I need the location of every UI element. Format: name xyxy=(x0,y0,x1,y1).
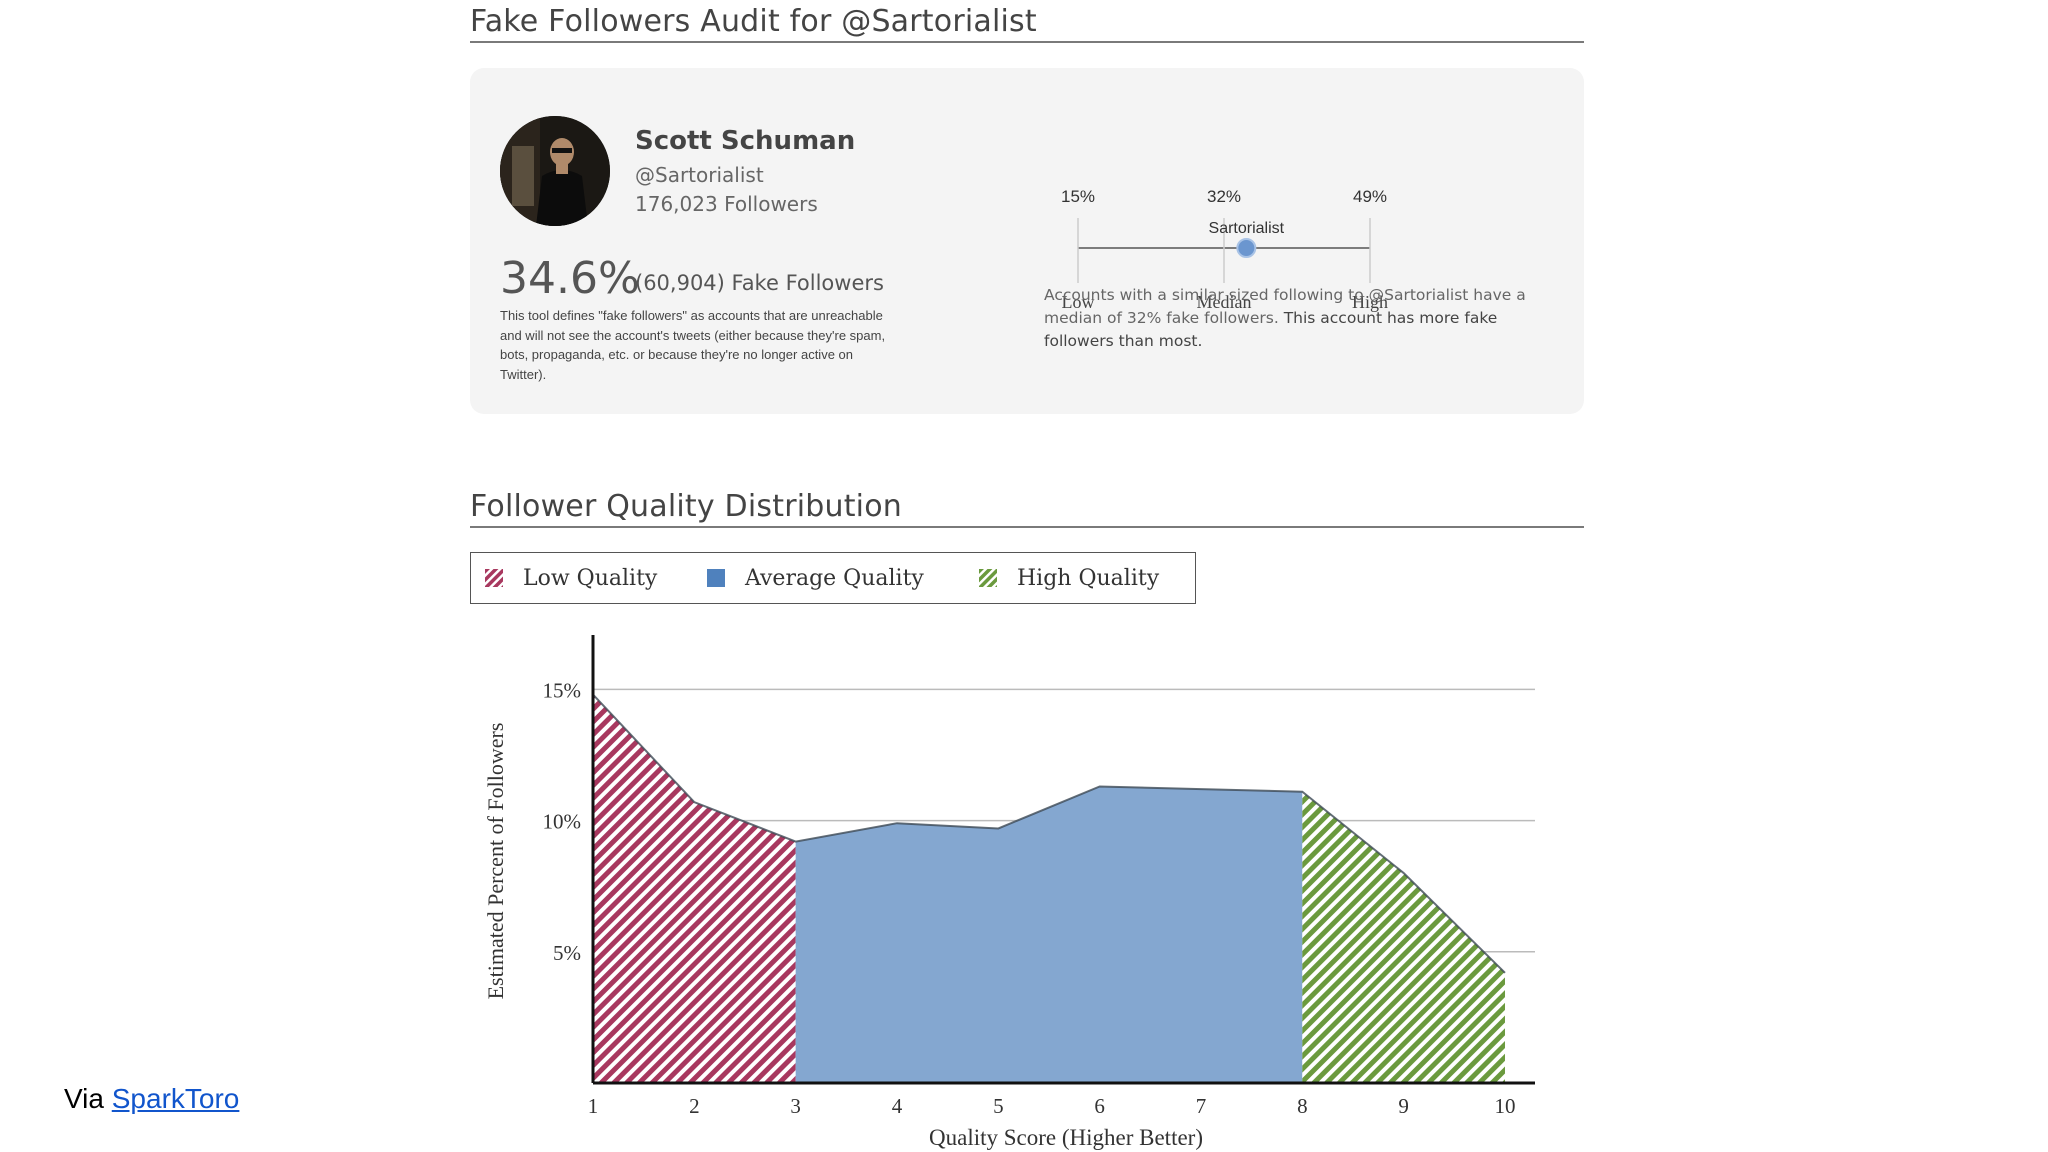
scale-marker-label: Sartorialist xyxy=(1209,220,1285,237)
legend-average-label: Average Quality xyxy=(745,565,924,591)
avatar xyxy=(500,116,610,226)
y-tick-label-15: 15% xyxy=(543,678,582,702)
median-note: Accounts with a similar sized following … xyxy=(1044,284,1544,353)
x-tick-label-2: 2 xyxy=(689,1094,700,1118)
scale-median-percent: 32% xyxy=(1207,187,1241,206)
x-tick-label-3: 3 xyxy=(790,1094,801,1118)
fake-followers-definition: This tool defines "fake followers" as ac… xyxy=(500,308,886,382)
area-high-quality xyxy=(1302,791,1505,1083)
account-name: Scott Schuman xyxy=(635,126,856,156)
chart-legend: Low Quality Average Quality High Quality xyxy=(470,552,1196,604)
legend-low-label: Low Quality xyxy=(523,565,658,591)
avatar-photo-icon xyxy=(500,116,610,226)
scale-high-label: High xyxy=(1352,292,1388,312)
x-tick-label-5: 5 xyxy=(993,1094,1004,1118)
fake-followers-percent: 34.6% xyxy=(500,253,640,304)
legend-average-quality: Average Quality xyxy=(707,553,924,603)
y-tick-label-10: 10% xyxy=(543,810,582,834)
scale-low-label: Low xyxy=(1062,292,1095,312)
account-handle: @Sartorialist xyxy=(635,163,764,187)
sparktoro-link[interactable]: SparkToro xyxy=(111,1083,240,1114)
x-tick-label-7: 7 xyxy=(1196,1094,1207,1118)
scale-marker-dot xyxy=(1236,238,1257,258)
legend-high-quality: High Quality xyxy=(979,553,1159,603)
audit-card: Scott Schuman @Sartorialist 176,023 Foll… xyxy=(470,68,1584,414)
x-axis-title: Quality Score (Higher Better) xyxy=(929,1125,1203,1150)
y-axis-title: Estimated Percent of Followers xyxy=(483,723,508,1000)
scale-low-percent: 15% xyxy=(1061,187,1095,206)
legend-low-swatch-icon xyxy=(485,569,503,587)
audit-title-rule xyxy=(470,41,1584,43)
area-low-quality xyxy=(593,694,796,1083)
legend-high-label: High Quality xyxy=(1017,565,1160,591)
area-average-quality xyxy=(795,786,1303,1083)
quality-distribution-chart: 15% 10% 5% 1 2 3 4 5 6 7 8 9 10 Quality Score (Higher… xyxy=(483,635,1535,1150)
legend-low-quality: Low Quality xyxy=(485,553,657,603)
x-tick-label-9: 9 xyxy=(1398,1094,1409,1118)
follower-count: 176,023 Followers xyxy=(635,192,818,216)
via-label: Via xyxy=(64,1083,104,1114)
x-tick-label-1: 1 xyxy=(588,1094,599,1118)
x-tick-label-10: 10 xyxy=(1495,1094,1516,1118)
legend-average-swatch-icon xyxy=(707,569,725,587)
distribution-title: Follower Quality Distribution xyxy=(470,489,902,524)
x-tick-label-8: 8 xyxy=(1297,1094,1308,1118)
legend-high-swatch-icon xyxy=(979,569,997,587)
x-tick-label-6: 6 xyxy=(1094,1094,1105,1118)
median-note-emphasis: This account has more fake followers tha… xyxy=(1044,309,1498,350)
x-tick-label-4: 4 xyxy=(892,1094,903,1118)
fake-followers-count: (60,904) Fake Followers xyxy=(635,271,884,295)
source-credit: Via SparkToro xyxy=(64,1083,239,1115)
y-tick-label-5: 5% xyxy=(553,941,581,965)
scale-median-label: Median xyxy=(1197,292,1252,312)
fake-follower-scale: 15% 32% 49% Sartorialist Low Median High xyxy=(1061,187,1388,312)
distribution-title-rule xyxy=(470,526,1584,528)
audit-title: Fake Followers Audit for @Sartorialist xyxy=(470,4,1037,39)
median-note-text: Accounts with a similar sized following … xyxy=(1044,286,1526,327)
scale-high-percent: 49% xyxy=(1353,187,1387,206)
series-outline xyxy=(592,693,1506,974)
